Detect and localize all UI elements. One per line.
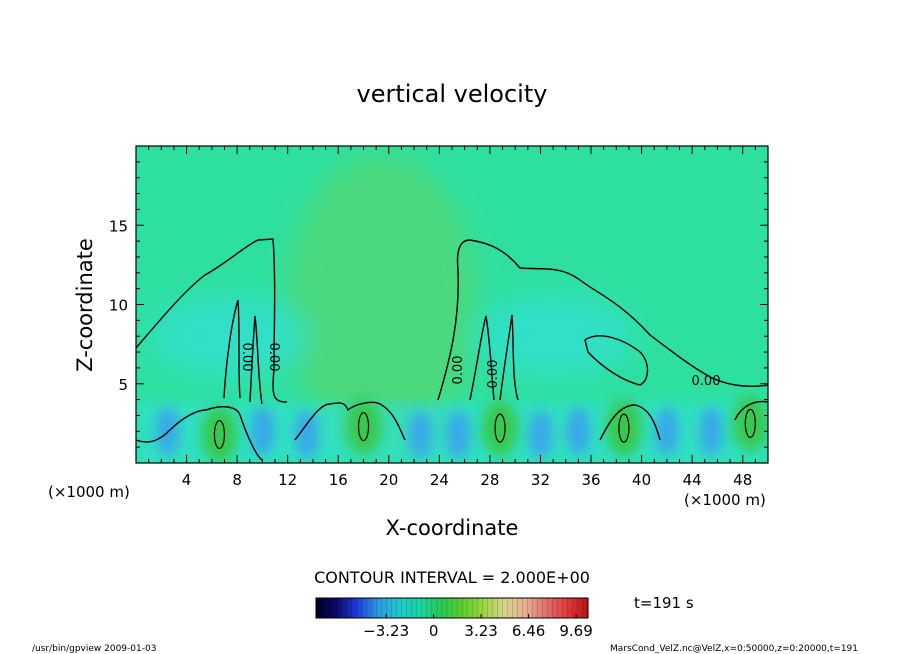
x-tick-label: 40 <box>632 471 651 489</box>
footer-left: /usr/bin/gpview 2009-01-03 <box>32 644 156 654</box>
colorbar-tick-label: 9.69 <box>559 622 592 640</box>
contour-label: 0.00 <box>486 360 501 389</box>
x-tick-label: 20 <box>379 471 398 489</box>
x-tick-label: 48 <box>733 471 752 489</box>
contour-right-inner <box>469 315 495 401</box>
x-tick-label: 4 <box>182 471 192 489</box>
x-tick-label: 16 <box>329 471 348 489</box>
footer-right: MarsCond_VelZ.nc@VelZ,x=0:50000,z=0:2000… <box>610 644 858 654</box>
updraft-contour <box>744 408 756 438</box>
contour-bottom-right <box>599 404 661 441</box>
downdraft-cell <box>528 410 553 459</box>
downdraft-cell <box>408 410 433 459</box>
contour-left-inner <box>223 299 241 399</box>
updraft-contour <box>494 413 506 443</box>
updraft-cell <box>482 400 519 457</box>
downdraft-cell <box>446 410 471 459</box>
contour-lines <box>136 238 768 461</box>
x-tick-label: 12 <box>278 471 297 489</box>
updraft-cell <box>732 395 768 452</box>
x-tick-label: 28 <box>480 471 499 489</box>
x-tick-label: 32 <box>531 471 550 489</box>
colorbar-ticks: −3.23 0 3.23 6.46 9.69 <box>315 598 593 640</box>
downdraft-cell <box>155 407 180 456</box>
updraft-cell <box>201 406 238 463</box>
x-tick-label: 44 <box>683 471 702 489</box>
contour-label: 0.00 <box>451 356 466 385</box>
colorbar-bar <box>315 597 589 619</box>
updraft-cell <box>605 400 642 457</box>
downdraft-cell <box>294 410 319 459</box>
contour-right-inner2 <box>499 314 519 401</box>
field-layer <box>136 154 768 463</box>
x-axis-label: X-coordinate <box>386 516 519 540</box>
downdraft-cell <box>699 407 724 456</box>
updraft-cell <box>345 398 382 455</box>
x-unit-left: (×1000 m) <box>48 483 130 501</box>
contour-left-inner2 <box>249 315 263 405</box>
updraft-contour <box>357 411 370 442</box>
x-tick-label: 24 <box>430 471 449 489</box>
y-tick-label: 5 <box>118 376 128 394</box>
x-unit-right: (×1000 m) <box>684 491 766 509</box>
colorbar-tick-label: 3.23 <box>464 622 497 640</box>
contour-right-loop <box>584 335 649 386</box>
contour-label: 0.00 <box>266 343 281 372</box>
updraft-contour <box>618 413 630 443</box>
plot-area: 0.00 0.00 0.00 0.00 0.00 4 8 12 16 20 24 28 32 3… <box>109 145 769 489</box>
colorbar-tick-label: 0 <box>429 622 439 640</box>
downdraft-cell <box>566 407 591 456</box>
updraft-contour <box>213 419 226 450</box>
contour-label: 0.00 <box>239 343 254 372</box>
contour-labels: 0.00 0.00 0.00 0.00 0.00 <box>239 343 720 389</box>
contour-left-plume <box>136 238 288 403</box>
y-tick-label: 10 <box>109 297 128 315</box>
y-tick-label: 15 <box>109 217 128 235</box>
central-updraft-column <box>287 154 478 455</box>
colorbar-tick-label: −3.23 <box>363 622 409 640</box>
y-axis-label: Z-coordinate <box>73 238 97 372</box>
x-tick-label: 8 <box>232 471 242 489</box>
contour-right-plume <box>437 239 768 401</box>
x-tick-label: 36 <box>581 471 600 489</box>
contour-center <box>294 401 406 441</box>
contour-interval: CONTOUR INTERVAL = 2.000E+00 <box>314 568 590 587</box>
contour-bottom-right2 <box>734 400 768 421</box>
downdraft-cell <box>654 407 679 456</box>
time-label: t=191 s <box>634 594 694 612</box>
colorbar-tick-label: 6.46 <box>512 622 545 640</box>
colorbar: −3.23 0 3.23 6.46 9.69 <box>315 597 593 640</box>
contour-label: 0.00 <box>692 374 721 389</box>
chart-title: vertical velocity <box>357 80 548 108</box>
downdraft-cell <box>250 407 275 456</box>
contour-bottom-left <box>136 406 263 461</box>
